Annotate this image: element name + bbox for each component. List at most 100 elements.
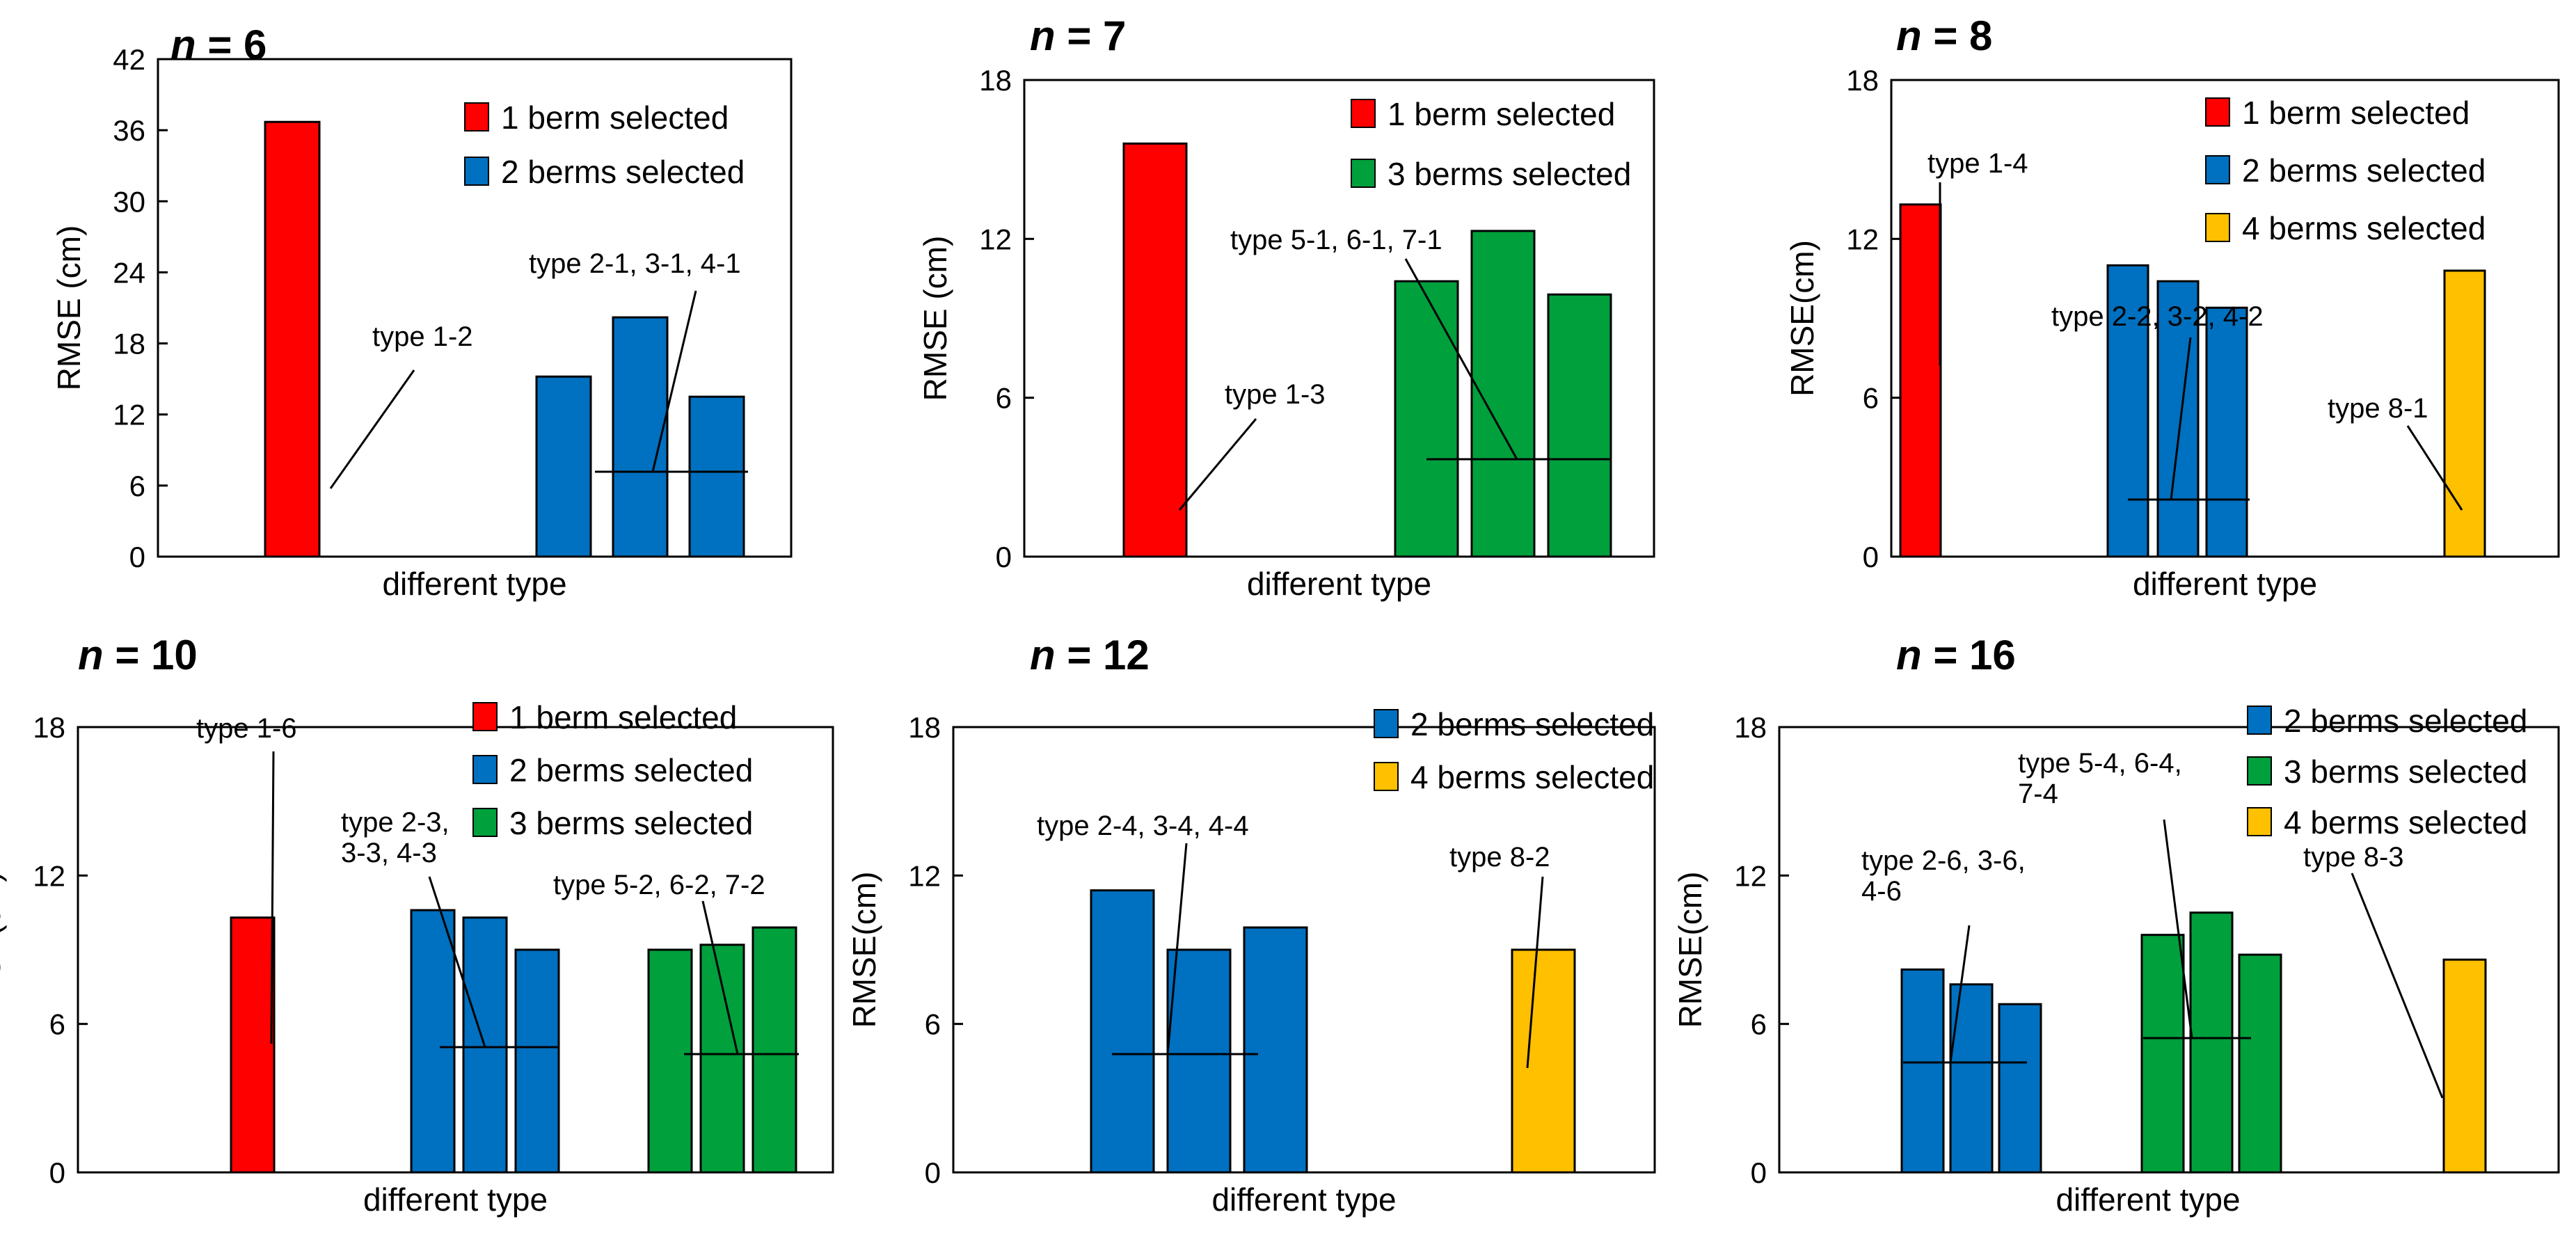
y-tick-label: 12: [979, 223, 1012, 255]
x-axis-label: different type: [2056, 1181, 2240, 1218]
annotation-label: type 1-6: [196, 713, 297, 744]
x-axis-label: different type: [1247, 566, 1431, 602]
bar-3-berms-selected-3: [2238, 953, 2282, 1174]
y-tick-label: 12: [1846, 223, 1879, 255]
legend-label: 3 berms selected: [1388, 156, 1631, 192]
chart-title: n = 12: [1030, 632, 1150, 678]
chart-title: n = 16: [1896, 632, 2016, 678]
bar-3-berms-selected-1: [2140, 934, 2185, 1174]
legend-swatch: [472, 702, 498, 731]
bar-2-berms-selected-1: [1900, 968, 1945, 1174]
annotation-label: type 1-4: [1927, 148, 2028, 179]
legend-swatch: [1374, 762, 1399, 791]
y-tick-label: 6: [925, 1008, 941, 1041]
y-tick-label: 30: [113, 185, 145, 218]
bar-2-berms-selected-2: [2156, 280, 2200, 558]
plot-frame: [157, 58, 793, 558]
annotation-leader-line: [1404, 258, 1518, 460]
y-axis-label: RMSE(cm): [0, 872, 7, 1028]
bar-4-berms-selected-1: [2443, 269, 2486, 558]
annotation-label: type 8-1: [2328, 393, 2428, 424]
bar-3-berms-selected-3: [1547, 293, 1612, 558]
legend-swatch: [2247, 807, 2272, 836]
bar-2-berms-selected-2: [1166, 948, 1232, 1174]
legend-swatch: [2205, 97, 2230, 127]
bar-2-berms-selected-1: [535, 375, 592, 558]
legend-label: 2 berms selected: [2284, 703, 2527, 739]
bar-3-berms-selected-1: [647, 948, 693, 1174]
bar-2-berms-selected-1: [2106, 264, 2149, 558]
legend-swatch: [1374, 709, 1399, 738]
legend-swatch: [2247, 706, 2272, 735]
annotation-leader-line: [2163, 819, 2193, 1039]
y-tick-label: 42: [113, 43, 145, 76]
x-axis-label: different type: [363, 1181, 548, 1218]
bar-2-berms-selected-3: [2205, 306, 2248, 558]
legend-label: 3 berms selected: [509, 805, 753, 841]
legend-label: 4 berms selected: [2242, 210, 2486, 246]
bar-1-berm-selected-1: [1122, 142, 1188, 558]
bar-2-berms-selected-3: [514, 948, 560, 1174]
chart-title: n = 10: [78, 632, 198, 678]
y-axis-label: RMSE (cm): [51, 225, 87, 391]
legend-swatch: [2247, 756, 2272, 786]
y-tick-label: 18: [1734, 711, 1767, 744]
legend-label: 1 berm selected: [2242, 95, 2470, 131]
y-tick-label: 18: [979, 64, 1012, 97]
annotation-leader-line: [701, 900, 739, 1055]
y-tick-label: 12: [33, 859, 65, 892]
annotation-leader-line: [2351, 873, 2444, 1099]
annotation-label: type 5-2, 6-2, 7-2: [553, 870, 765, 900]
annotation-label: type 2-3, 3-3, 4-3: [341, 807, 450, 868]
chart-title: n = 7: [1030, 13, 1126, 59]
bar-1-berm-selected-1: [1899, 203, 1942, 558]
y-tick-label: 0: [996, 541, 1012, 573]
bar-3-berms-selected-2: [1470, 230, 1536, 558]
bar-3-berms-selected-3: [752, 926, 797, 1174]
y-axis-label: RMSE(cm): [1784, 240, 1820, 397]
y-tick-label: 6: [1863, 382, 1879, 415]
legend-label: 2 berms selected: [509, 752, 753, 788]
legend-label: 2 berms selected: [1410, 706, 1654, 742]
bar-1-berm-selected-1: [230, 916, 276, 1174]
bar-2-berms-selected-1: [1090, 889, 1155, 1174]
y-tick-label: 36: [113, 114, 145, 147]
annotation-leader-line: [1949, 925, 1971, 1063]
x-axis-label: different type: [382, 566, 566, 602]
legend-swatch: [2205, 155, 2230, 184]
legend-swatch: [464, 157, 489, 186]
bar-1-berm-selected-1: [264, 120, 321, 558]
annotation-leader-line: [270, 751, 275, 1044]
bar-2-berms-selected-2: [612, 316, 669, 558]
x-axis-label: different type: [1211, 1181, 1396, 1218]
y-tick-label: 6: [1751, 1008, 1767, 1041]
annotation-leader-line: [2406, 425, 2463, 511]
plot-frame: [1023, 79, 1655, 558]
annotation-label: type 2-6, 3-6, 4-6: [1861, 845, 2026, 907]
y-tick-label: 6: [996, 382, 1012, 415]
bar-2-berms-selected-3: [1998, 1003, 2042, 1174]
legend-label: 1 berm selected: [501, 99, 729, 136]
y-tick-label: 18: [113, 328, 145, 360]
bar-4-berms-selected-1: [1511, 948, 1576, 1174]
y-tick-label: 12: [113, 399, 145, 431]
chart-panel-2: n = 7 0 6 12 18 RMSE (cm) different type type 1…: [917, 13, 1655, 602]
annotation-leader-line: [1178, 418, 1257, 511]
legend-label: 4 berms selected: [2284, 804, 2527, 840]
bar-3-berms-selected-2: [699, 943, 745, 1174]
y-tick-label: 24: [113, 256, 145, 289]
bar-4-berms-selected-1: [2442, 958, 2487, 1174]
annotation-label: type 1-2: [372, 321, 473, 352]
annotation-label: type 8-2: [1449, 842, 1550, 873]
chart-title: n = 6: [170, 22, 267, 68]
annotation-leader-line: [2170, 337, 2192, 500]
chart-panel-1: n = 6 0 6 12 18 24 30 36 42 RMSE (cm) different ty…: [51, 22, 793, 602]
annotation-label: type 2-4, 3-4, 4-4: [1037, 811, 1249, 841]
bar-3-berms-selected-2: [2189, 911, 2234, 1174]
y-tick-label: 0: [1863, 541, 1879, 573]
bar-2-berms-selected-1: [410, 909, 456, 1174]
chart-panel-4: n = 10 0 6 12 18 RMSE(cm) different type type 1…: [0, 632, 834, 1218]
annotation-leader-line: [428, 876, 486, 1048]
legend-swatch: [1351, 99, 1376, 128]
